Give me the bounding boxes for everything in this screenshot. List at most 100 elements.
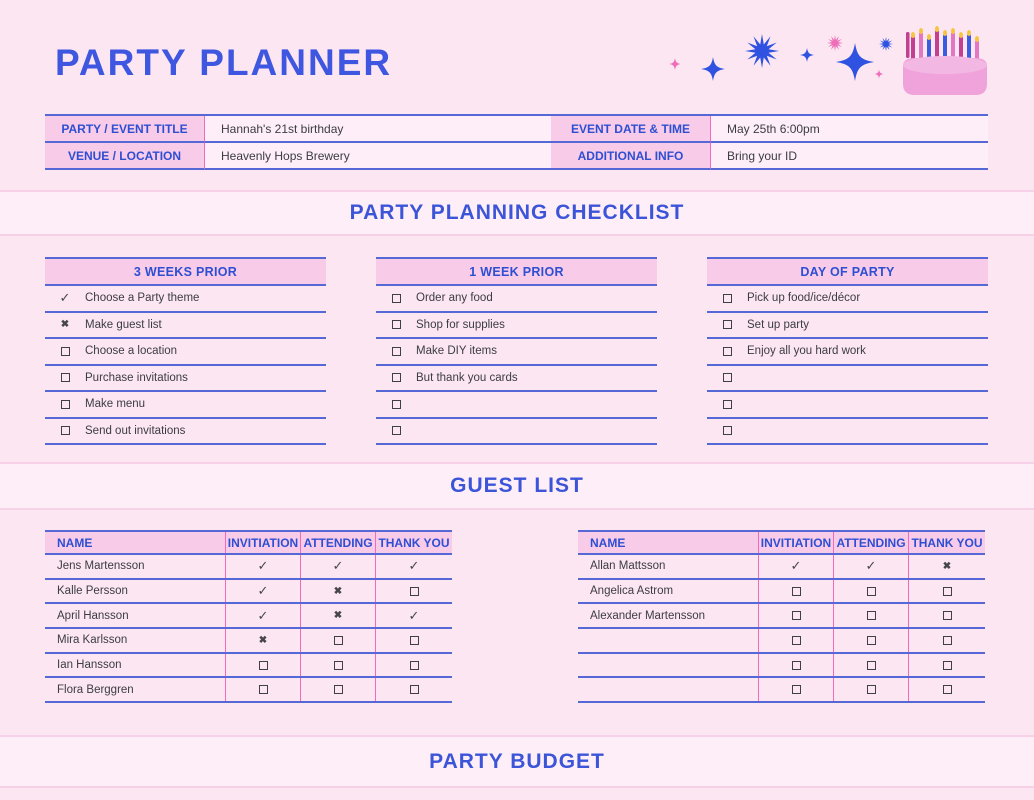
checked-icon[interactable]: ✓ [865,558,877,574]
guest-status-cell[interactable] [225,653,300,677]
crossed-icon[interactable]: ✖ [942,560,952,572]
crossed-icon[interactable]: ✖ [333,610,343,622]
guest-name-cell[interactable] [578,678,758,701]
guest-name-cell[interactable]: Alexander Martensson [590,609,706,622]
guest-status-cell[interactable] [908,653,985,677]
guest-status-cell[interactable] [300,678,375,702]
checked-icon[interactable]: ✓ [332,558,344,574]
checklist-item[interactable]: But thank you cards [376,366,657,392]
guest-status-cell[interactable] [375,653,452,677]
guest-status-cell[interactable] [833,678,908,702]
guest-status-cell[interactable]: ✓ [300,555,375,578]
guest-status-cell[interactable]: ✓ [375,604,452,628]
guest-status-cell[interactable] [758,629,833,652]
checklist-item[interactable]: Make DIY items [376,339,657,366]
empty-checkbox-icon[interactable] [318,684,358,696]
guest-status-cell[interactable] [833,604,908,628]
checklist-item[interactable]: Send out invitations [45,419,326,445]
crossed-icon[interactable]: ✖ [333,585,343,597]
empty-checkbox-icon[interactable] [707,345,747,357]
checked-icon[interactable]: ✓ [59,290,71,306]
checklist-item[interactable]: ✖ Make guest list [45,313,326,339]
checked-icon[interactable]: ✓ [408,558,420,574]
guest-status-cell[interactable] [908,604,985,628]
empty-checkbox-icon[interactable] [851,610,891,622]
guest-status-cell[interactable] [375,579,452,603]
guest-status-cell[interactable] [908,629,985,652]
guest-status-cell[interactable] [833,629,908,652]
empty-checkbox-icon[interactable] [376,292,416,304]
venue-value[interactable]: Heavenly Hops Brewery [205,143,551,170]
empty-checkbox-icon[interactable] [318,659,358,671]
guest-name-cell[interactable]: Kalle Persson [57,585,128,598]
guest-status-cell[interactable]: ✓ [375,555,452,578]
empty-checkbox-icon[interactable] [776,684,816,696]
checklist-item[interactable]: Order any food [376,286,657,313]
checked-icon[interactable]: ✓ [257,583,269,599]
empty-checkbox-icon[interactable] [394,659,434,671]
guest-status-cell[interactable] [758,678,833,702]
guest-status-cell[interactable]: ✖ [908,555,985,578]
empty-checkbox-icon[interactable] [45,398,85,410]
empty-checkbox-icon[interactable] [376,425,416,437]
empty-checkbox-icon[interactable] [851,659,891,671]
crossed-icon[interactable]: ✖ [258,634,268,646]
checklist-item[interactable]: Shop for supplies [376,313,657,339]
checklist-item[interactable]: ✓ Choose a Party theme [45,286,326,313]
guest-status-cell[interactable] [758,604,833,628]
guest-name-cell[interactable] [578,629,758,652]
guest-name-cell[interactable] [578,654,758,677]
empty-checkbox-icon[interactable] [927,684,967,696]
empty-checkbox-icon[interactable] [45,372,85,384]
empty-checkbox-icon[interactable] [243,659,283,671]
empty-checkbox-icon[interactable] [394,585,434,597]
checklist-item[interactable]: Make menu [45,392,326,419]
guest-name-cell[interactable]: Flora Berggren [57,683,134,696]
crossed-icon[interactable]: ✖ [60,319,70,331]
checklist-item[interactable]: Purchase invitations [45,366,326,392]
empty-checkbox-icon[interactable] [707,425,747,437]
guest-status-cell[interactable] [758,653,833,677]
empty-checkbox-icon[interactable] [776,610,816,622]
checklist-item[interactable] [376,419,657,445]
checklist-item[interactable]: Set up party [707,313,988,339]
empty-checkbox-icon[interactable] [243,684,283,696]
empty-checkbox-icon[interactable] [376,319,416,331]
empty-checkbox-icon[interactable] [707,292,747,304]
checked-icon[interactable]: ✓ [257,607,269,623]
guest-name-cell[interactable]: Jens Martensson [57,560,145,573]
empty-checkbox-icon[interactable] [376,372,416,384]
guest-status-cell[interactable]: ✓ [225,555,300,578]
event-date-value[interactable]: May 25th 6:00pm [711,116,988,143]
guest-name-cell[interactable]: April Hansson [57,609,129,622]
guest-status-cell[interactable]: ✓ [833,555,908,578]
guest-status-cell[interactable]: ✓ [225,604,300,628]
empty-checkbox-icon[interactable] [707,319,747,331]
checklist-item[interactable] [707,392,988,419]
guest-status-cell[interactable] [833,579,908,603]
guest-status-cell[interactable] [375,678,452,702]
event-title-value[interactable]: Hannah's 21st birthday [205,116,551,143]
guest-status-cell[interactable]: ✓ [758,555,833,578]
checked-icon[interactable]: ✓ [257,558,269,574]
empty-checkbox-icon[interactable] [776,585,816,597]
empty-checkbox-icon[interactable] [851,634,891,646]
guest-name-cell[interactable]: Angelica Astrom [590,585,674,598]
guest-status-cell[interactable] [833,653,908,677]
checklist-item[interactable]: Pick up food/ice/décor [707,286,988,313]
guest-status-cell[interactable] [908,678,985,702]
empty-checkbox-icon[interactable] [45,345,85,357]
guest-status-cell[interactable]: ✖ [300,579,375,603]
checklist-item[interactable] [376,392,657,419]
empty-checkbox-icon[interactable] [376,345,416,357]
empty-checkbox-icon[interactable] [776,659,816,671]
guest-status-cell[interactable] [758,579,833,603]
empty-checkbox-icon[interactable] [318,634,358,646]
empty-checkbox-icon[interactable] [851,684,891,696]
empty-checkbox-icon[interactable] [394,684,434,696]
guest-status-cell[interactable] [375,629,452,652]
checklist-item[interactable] [707,366,988,392]
empty-checkbox-icon[interactable] [376,398,416,410]
checklist-item[interactable]: Enjoy all you hard work [707,339,988,366]
checked-icon[interactable]: ✓ [790,558,802,574]
